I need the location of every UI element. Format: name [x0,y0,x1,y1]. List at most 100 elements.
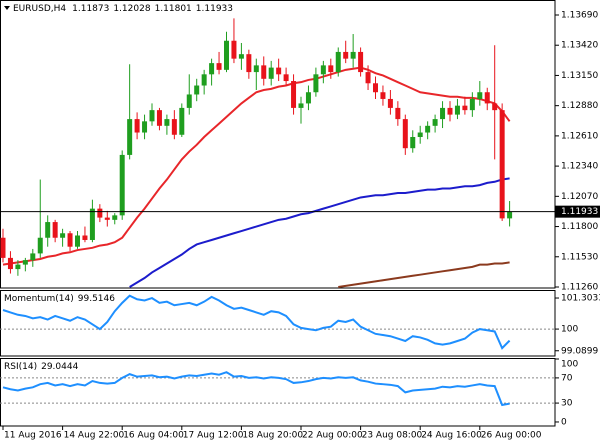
candle-body [134,119,140,133]
candle-body [156,110,162,126]
panel-frame [0,290,556,357]
candle-body [469,98,475,111]
candle-body [440,107,446,120]
candle-body [276,67,282,75]
candle-body [335,51,341,73]
candle-body [119,154,125,216]
candle-body [186,94,192,108]
candle-body [60,233,66,238]
y-tick-label: 1.12340 [561,162,598,172]
x-tick-label: 16 Aug 04:00 [123,431,184,441]
candle-body [231,40,237,59]
candle-body [447,107,453,115]
chart-header: EURUSD,H4 1.11873 1.12028 1.11801 1.11933 [13,4,233,14]
panel-frame [0,358,556,427]
candle-body [343,51,349,59]
indicator-line [2,371,510,407]
moving-average [129,177,510,288]
candle-body [209,63,215,75]
x-tick-label: 17 Aug 12:00 [183,431,244,441]
candle-body [45,222,51,238]
candle-body [261,65,267,79]
axes: 1.13690 1.13420 1.13150 1.12880 1.12610 1.123… [2,10,600,441]
menu-arrow [4,6,10,10]
candle-body [432,119,438,126]
x-tick-label: 11 Aug 2016 [4,431,62,441]
candle-body [246,54,252,73]
header-close: 1.11933 [196,4,233,14]
candle-body [7,257,13,270]
candle-body [89,208,95,240]
candle-body [112,215,118,220]
y-tick-label: 99.0899 [561,346,598,356]
candle-body [454,105,460,115]
candle-body [67,233,73,247]
candle-body [328,65,334,73]
candle-body [387,98,393,108]
candle-body [37,237,43,254]
candle-body [171,119,177,135]
y-tick-label: 30 [561,399,573,409]
candle-body [365,72,371,84]
candle-body [492,103,498,111]
y-tick-label: 1.13420 [561,41,598,51]
candle-body [499,110,505,219]
candle-body [253,65,259,73]
candle-body [462,105,468,111]
candle-body [283,74,289,82]
y-tick-label: 1.12070 [561,192,598,202]
y-tick-label: 101.3033 [561,294,600,304]
x-tick-label: 18 Aug 20:00 [242,431,303,441]
candle-body [104,217,110,220]
y-tick-label: 1.12610 [561,131,598,141]
candle-body [15,264,21,270]
header-high: 1.12028 [113,4,150,14]
x-tick-label: 23 Aug 08:00 [362,431,423,441]
y-tick-label: 1.12880 [561,101,598,111]
indicator-value: 99.5146 [78,294,115,304]
candle-body [410,137,416,149]
candle-body [358,51,364,73]
candle-body [216,63,222,70]
candle-body [417,132,423,138]
moving-average [2,66,511,266]
candle-body [179,107,185,135]
y-tick-label: 1.11530 [561,252,598,262]
candle-body [238,54,244,59]
x-tick-label: 22 Aug 00:00 [302,431,363,441]
y-tick-label: 100 [561,325,578,335]
momentum-plot [0,294,555,350]
momentum-title: Momentum(14) 99.5146 [4,294,115,304]
y-tick-label: 1.11260 [561,282,598,292]
panel-frame [0,0,556,289]
rsi-plot [0,371,555,407]
candle-body [320,65,326,75]
candle-body [201,74,207,86]
symbol: EURUSD,H4 [13,4,66,14]
candle-body [149,110,155,122]
candle-body [484,92,490,104]
candle-body [0,237,6,258]
candle-body [224,40,229,70]
candle-body [127,119,133,155]
candle-body [30,253,36,261]
candle-body [194,85,200,95]
header-open: 1.11873 [72,4,109,14]
x-tick-label: 26 Aug 00:00 [481,431,542,441]
candle-body [373,83,378,93]
y-tick-label: 70 [561,373,573,383]
candle-body [298,103,304,108]
y-tick-label: 1.13690 [561,10,598,20]
x-tick-label: 14 Aug 22:00 [64,431,125,441]
candle-body [425,125,431,133]
candle-body [82,235,88,240]
indicator-name: Momentum(14) [4,294,74,304]
candle-body [142,121,148,133]
indicator-name: RSI(14) [4,362,37,372]
candle-body [97,208,103,218]
candle-body [164,119,170,126]
moving-average [338,261,510,288]
y-tick-label: 0 [561,417,567,427]
candle-body [305,92,311,104]
